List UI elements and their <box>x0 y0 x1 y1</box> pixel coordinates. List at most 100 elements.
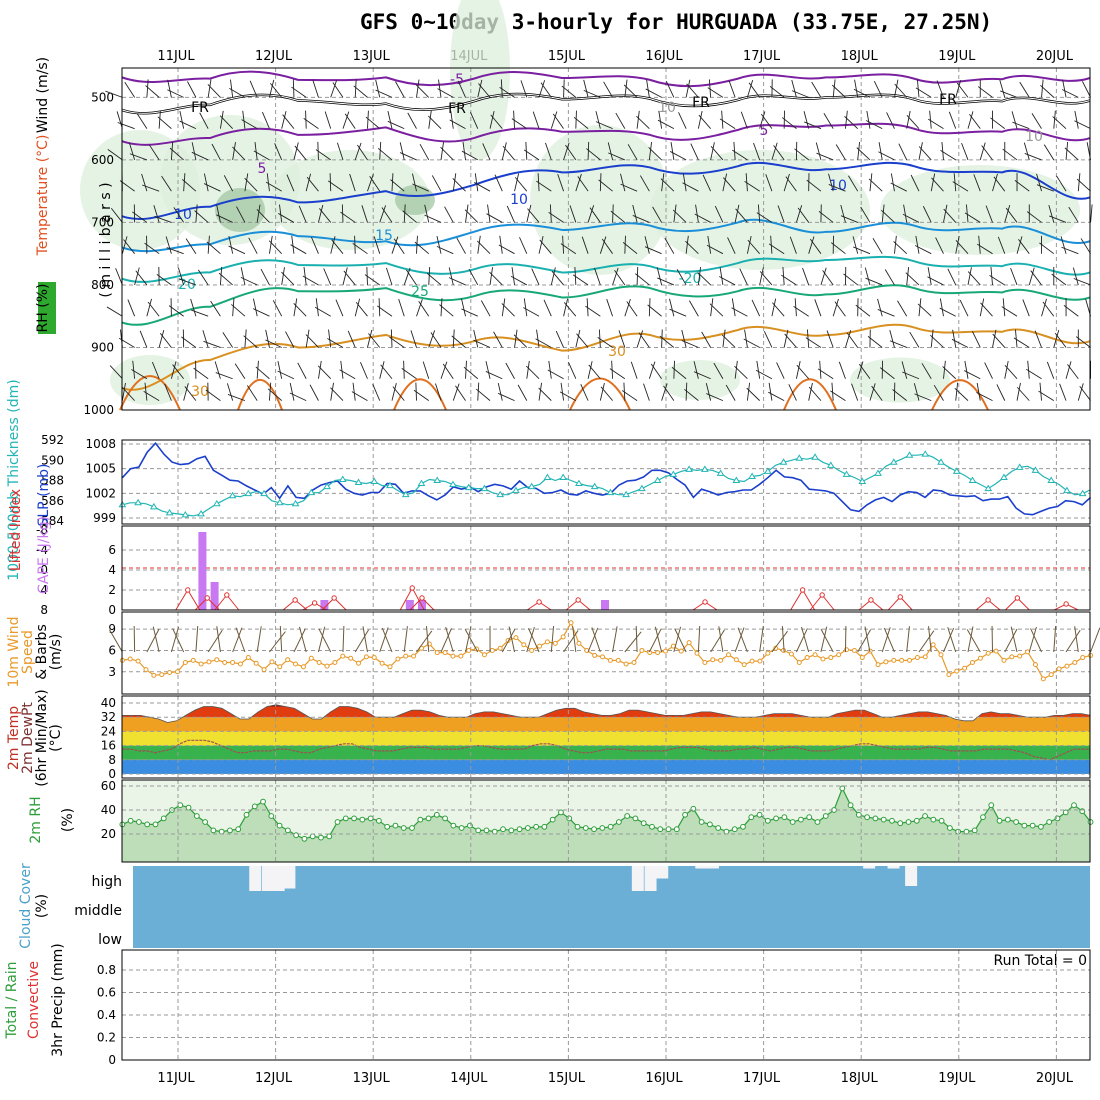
wind-speed-marker <box>883 659 889 665</box>
wind-barb <box>207 79 212 98</box>
wind-barb <box>510 275 528 286</box>
wind-barb <box>731 298 736 317</box>
thickness-marker <box>417 479 426 487</box>
wind-barb <box>806 179 822 192</box>
wind-barb <box>227 394 246 402</box>
wind-barb <box>656 267 663 286</box>
precip-ytick: 0.8 <box>97 963 116 977</box>
wind-barb <box>785 176 797 192</box>
wind-barb <box>721 110 724 129</box>
high-cloud-gap <box>644 866 657 891</box>
rh-shading-dark <box>215 188 265 232</box>
rh-marker <box>615 819 622 825</box>
wind-barb <box>377 147 393 161</box>
wind-barb <box>161 175 172 192</box>
wind-barb <box>1090 204 1093 223</box>
cloud-level-label: middle <box>74 903 122 919</box>
rh-marker <box>682 811 688 818</box>
rh-marker <box>955 828 962 835</box>
wind-speed-marker <box>127 656 133 662</box>
wind-barb <box>490 114 503 129</box>
wind-barb <box>361 205 368 223</box>
rh-shading <box>880 165 1080 255</box>
wind-speed-marker <box>434 650 440 656</box>
slp-ytick: 1005 <box>85 462 116 476</box>
wind-barb <box>585 305 601 317</box>
wind-barb <box>505 362 515 379</box>
wind-barb <box>146 298 152 317</box>
lifted-index-marker <box>536 599 542 605</box>
surface-wind-barb <box>906 626 910 653</box>
wind-barb <box>877 309 895 317</box>
wind-speed-marker <box>466 647 472 653</box>
date-label-bottom: 11JUL <box>157 1071 195 1086</box>
wind-speed-marker <box>1001 657 1007 663</box>
rh-marker <box>1004 816 1011 823</box>
rh-marker <box>880 816 887 823</box>
wind-barb <box>406 269 417 286</box>
wind-barb <box>844 116 859 129</box>
thickness-marker <box>921 450 930 457</box>
wind-barb <box>501 298 506 317</box>
wind-barb <box>324 111 332 129</box>
rh-marker <box>640 820 647 827</box>
cape-bar <box>601 600 609 610</box>
wind-barb <box>853 246 871 255</box>
rh-marker <box>773 815 780 822</box>
lifted-index-marker <box>292 597 298 603</box>
wind-barb <box>599 382 605 401</box>
rh-marker <box>202 819 209 825</box>
wind-barb <box>354 79 357 98</box>
wind-barb <box>731 307 748 317</box>
wind-barb <box>231 304 246 317</box>
wind-barb <box>452 329 455 348</box>
rh-ytick: 60 <box>101 779 116 793</box>
wind-barb <box>451 335 466 348</box>
wind-barb <box>871 385 883 401</box>
wind-speed-marker <box>1040 676 1046 682</box>
wind-barb <box>953 173 957 192</box>
temperature-axis-label: Temperature (°C) <box>35 135 51 257</box>
rh-swatch <box>38 282 56 334</box>
wind-barb <box>470 112 479 129</box>
wind-barb <box>830 242 846 255</box>
wind-barb <box>1013 337 1030 348</box>
thickness-ytick: 586 <box>41 494 64 508</box>
wind-barb <box>1051 273 1067 286</box>
wind-barb <box>940 149 956 161</box>
temp-band <box>122 745 1090 760</box>
isotherm-line <box>121 255 1091 283</box>
wind-barb <box>268 235 273 254</box>
wind-barb <box>340 360 344 379</box>
wind-barb <box>927 276 944 286</box>
date-label-top: 18JUL <box>841 49 879 64</box>
wind-barb <box>834 301 846 317</box>
wind-barb <box>743 338 760 348</box>
wind-barb <box>682 173 687 192</box>
isotherm-line <box>121 161 1091 221</box>
rh-marker <box>847 802 854 809</box>
wind-barb <box>158 329 165 348</box>
temp-ytick: 8 <box>108 753 116 767</box>
date-label-bottom: 16JUL <box>645 1071 683 1086</box>
wind-barb <box>327 180 344 192</box>
wind-barb <box>375 79 381 98</box>
wind-barb <box>146 79 149 98</box>
wind-barb <box>431 175 442 192</box>
date-label-bottom: 12JUL <box>255 1071 293 1086</box>
wind-barb <box>707 235 712 254</box>
wind-barb <box>788 384 797 401</box>
wind-barb <box>1042 301 1055 317</box>
wind-barb <box>676 269 687 286</box>
wind-speed-marker <box>568 620 574 626</box>
wind-barb <box>414 241 430 255</box>
thickness-marker <box>386 481 394 489</box>
high-cloud-gap <box>905 866 918 886</box>
wind-barb <box>763 330 773 348</box>
precip-ytick: 0.6 <box>97 986 116 1000</box>
wind-barb <box>461 298 466 317</box>
wind-speed-marker <box>859 655 865 661</box>
wind-barb <box>890 173 895 192</box>
wind-barb <box>772 302 785 317</box>
rh-marker <box>516 826 523 833</box>
